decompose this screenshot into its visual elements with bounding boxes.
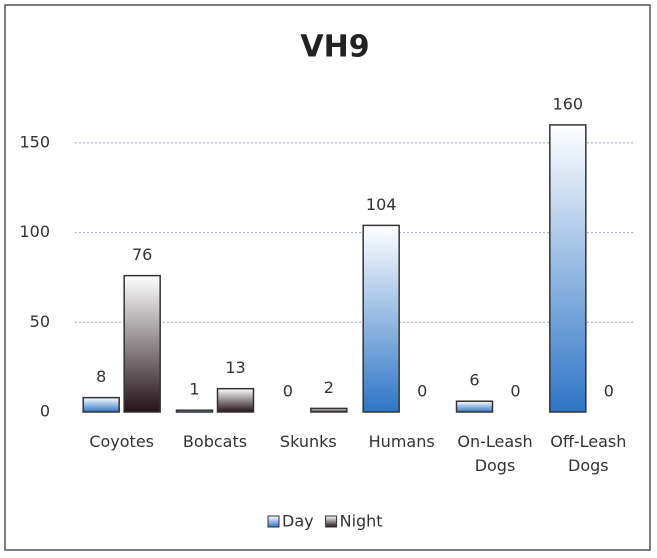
chart-border [4, 4, 651, 551]
y-tick-label: 100 [19, 222, 50, 241]
value-label: 1 [189, 380, 199, 399]
legend-swatch [267, 515, 280, 528]
legend-label: Day [282, 512, 314, 531]
bar [82, 396, 120, 413]
chart-title: VH9 [300, 30, 369, 65]
legend-label: Night [340, 512, 383, 531]
x-tick-label: Humans [368, 432, 435, 451]
bar [362, 224, 400, 413]
bar [310, 407, 348, 413]
x-tick-label: Coyotes [89, 432, 154, 451]
x-tick-label: Skunks [279, 432, 337, 451]
bar [216, 387, 255, 413]
value-label: 6 [469, 371, 479, 390]
value-label: 0 [604, 382, 614, 401]
x-tick-label: Off-Leash Dogs [550, 432, 627, 475]
value-label: 8 [96, 367, 106, 386]
y-tick-label: 50 [30, 312, 50, 331]
bar [455, 400, 494, 413]
x-tick-label: Bobcats [182, 432, 248, 451]
value-label: 160 [553, 94, 584, 113]
value-label: 0 [417, 382, 427, 401]
value-label: 13 [225, 358, 245, 377]
bar [175, 409, 214, 413]
bar [123, 274, 161, 413]
value-label: 2 [324, 378, 334, 397]
value-label: 0 [283, 382, 293, 401]
value-label: 0 [510, 382, 520, 401]
value-label: 104 [366, 195, 397, 214]
legend-swatch [325, 515, 338, 528]
y-tick-label: 150 [19, 132, 50, 151]
y-tick-label: 0 [40, 402, 50, 421]
x-tick-label: On-Leash Dogs [457, 432, 533, 475]
value-label: 76 [132, 245, 152, 264]
bar [549, 124, 587, 413]
